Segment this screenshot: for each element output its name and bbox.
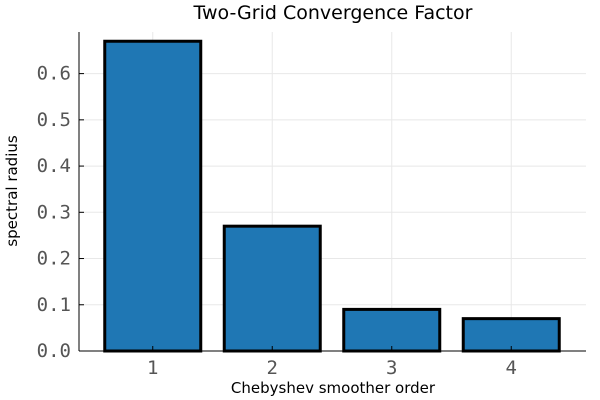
bar-2 (222, 224, 322, 353)
y-tick-label: 0.4 (37, 155, 71, 177)
ticks: 0.0 0.1 0.2 0.3 0.4 0.5 0.6 1 2 3 4 (37, 63, 517, 379)
y-tick-label: 0.6 (37, 63, 71, 85)
bars (103, 39, 561, 353)
x-tick-label: 2 (267, 357, 278, 379)
x-axis-label: Chebyshev smoother order (231, 379, 436, 397)
bar-3 (342, 307, 442, 353)
y-tick-label: 0.3 (37, 201, 71, 223)
x-tick-label: 3 (386, 357, 397, 379)
chart-title: Two-Grid Convergence Factor (193, 2, 473, 24)
x-tick-label: 4 (506, 357, 517, 379)
bar-4 (461, 317, 561, 353)
y-tick-label: 0.0 (37, 340, 71, 362)
x-tick-label: 1 (147, 357, 158, 379)
y-tick-label: 0.5 (37, 109, 71, 131)
y-axis-label: spectral radius (3, 135, 21, 247)
y-tick-label: 0.1 (37, 294, 71, 316)
bar-1 (103, 39, 203, 353)
y-tick-label: 0.2 (37, 248, 71, 270)
